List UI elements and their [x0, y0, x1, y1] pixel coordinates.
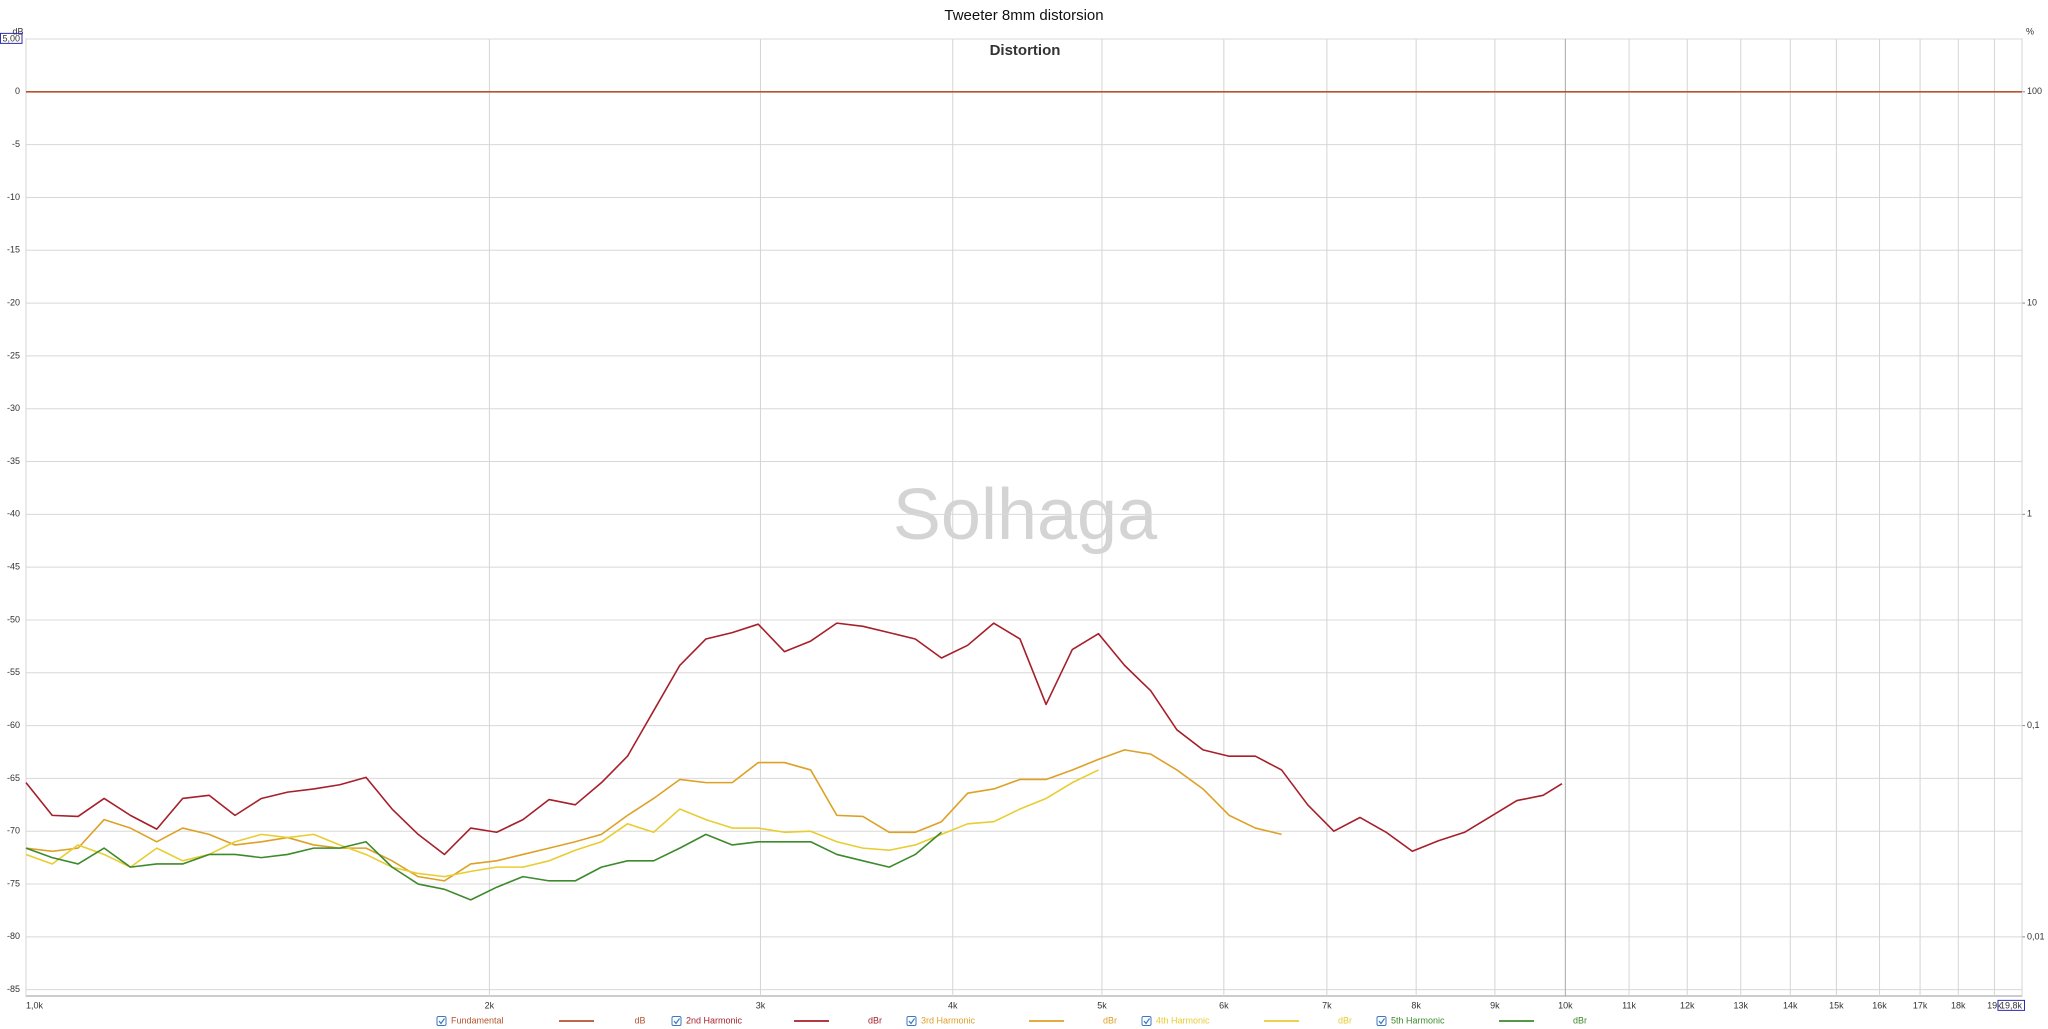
x-tick-label: 8k: [1411, 1000, 1421, 1010]
legend-unit: dBr: [1573, 1015, 1587, 1025]
y-axis-unit: dB: [12, 26, 23, 36]
legend-check: [673, 1018, 680, 1025]
y-tick-label: 5,00: [2, 33, 20, 43]
legend-checkbox[interactable]: [1141, 1016, 1152, 1026]
y-tick-label: -30: [7, 403, 20, 413]
y-tick-label: 0: [15, 86, 20, 96]
series-line: [25, 749, 1282, 882]
x-tick-label: 10k: [1558, 1000, 1573, 1010]
y-tick-label: -75: [7, 878, 20, 888]
y2-tick-label: 0,01: [2027, 931, 2045, 941]
x-tick-label: 16k: [1872, 1000, 1887, 1010]
x-tick-label: 18k: [1951, 1000, 1966, 1010]
x-limit-box: [1997, 999, 2025, 1011]
y-tick-label: -65: [7, 773, 20, 783]
x-tick-label: 5k: [1097, 1000, 1107, 1010]
legend-unit: dBr: [1338, 1015, 1352, 1025]
legend-check: [1378, 1018, 1385, 1025]
legend-item[interactable]: Fundamental dB: [436, 1015, 646, 1026]
y2-tick-label: 10: [2027, 297, 2037, 307]
x-tick-label: 3k: [756, 1000, 766, 1010]
series-line: [25, 831, 942, 901]
x-tick-label: 11k: [1622, 1000, 1636, 1010]
legend-label: 4th Harmonic: [1156, 1015, 1210, 1025]
y-tick-label: -20: [7, 297, 20, 307]
y-tick-label: -55: [7, 667, 20, 677]
x-tick-label: 9k: [1490, 1000, 1500, 1010]
x-tick-label: 14k: [1783, 1000, 1798, 1010]
legend-label: 2nd Harmonic: [686, 1015, 743, 1025]
legend-item[interactable]: 4th Harmonic dBr: [1141, 1015, 1352, 1026]
x-tick-label: 6k: [1219, 1000, 1229, 1010]
x-tick-label: 2k: [485, 1000, 495, 1010]
y-tick-label: -70: [7, 826, 20, 836]
legend-label: 3rd Harmonic: [921, 1015, 976, 1025]
legend-checkbox[interactable]: [906, 1016, 917, 1026]
legend-unit: dBr: [868, 1015, 882, 1025]
legend-check: [908, 1018, 915, 1025]
y-tick-label: -85: [7, 984, 20, 994]
legend-item[interactable]: 2nd Harmonic dBr: [671, 1015, 882, 1026]
y-tick-label: -60: [7, 720, 20, 730]
x-tick-label: 19,8k: [2000, 1000, 2023, 1010]
y2-axis-unit: %: [2026, 26, 2034, 36]
legend-item[interactable]: 5th Harmonic dBr: [1376, 1015, 1587, 1026]
legend-checkbox[interactable]: [1376, 1016, 1387, 1026]
legend: Fundamental dB 2nd Harmonic dBr 3rd Harmonic…: [436, 1015, 1587, 1026]
chart-subtitle: Distortion: [990, 42, 1061, 59]
watermark: Solhaga: [893, 475, 1158, 555]
y2-tick-label: 1: [2027, 509, 2032, 519]
legend-unit: dB: [634, 1015, 645, 1025]
y-tick-label: -10: [7, 192, 20, 202]
series-line: [25, 622, 1563, 856]
x-tick-label: 13k: [1733, 1000, 1748, 1010]
legend-item[interactable]: 3rd Harmonic dBr: [906, 1015, 1117, 1026]
y-limit-box: [0, 32, 23, 44]
y2-tick-label: 100: [2027, 86, 2042, 96]
y-tick-label: -40: [7, 509, 20, 519]
legend-checkbox[interactable]: [671, 1016, 682, 1026]
y-tick-label: -50: [7, 614, 20, 624]
legend-checkbox[interactable]: [436, 1016, 447, 1026]
y-tick-label: -80: [7, 931, 20, 941]
legend-unit: dBr: [1103, 1015, 1117, 1025]
legend-check: [1143, 1018, 1150, 1025]
chart-title: Tweeter 8mm distorsion: [944, 7, 1103, 24]
x-tick-label: 1,0k: [26, 1000, 44, 1010]
legend-label: 5th Harmonic: [1391, 1015, 1445, 1025]
x-tick-label: 19k: [1987, 1000, 2002, 1010]
x-tick-label: 15k: [1829, 1000, 1844, 1010]
legend-check: [438, 1018, 445, 1025]
x-tick-label: 17k: [1913, 1000, 1928, 1010]
y-tick-label: -25: [7, 350, 20, 360]
plot: [25, 91, 2022, 901]
y-tick-label: -45: [7, 562, 20, 572]
y-tick-label: -35: [7, 456, 20, 466]
x-tick-label: 7k: [1322, 1000, 1332, 1010]
y-tick-label: -15: [7, 245, 20, 255]
x-tick-label: 12k: [1680, 1000, 1695, 1010]
x-tick-label: 4k: [948, 1000, 958, 1010]
y-tick-label: -5: [12, 139, 20, 149]
grid: 5,00 0 -5 -10 -15 -20 -25 -30 -35 -40 -45 -50 -55 -60…: [0, 32, 2045, 1011]
legend-label: Fundamental: [451, 1015, 504, 1025]
y2-tick-label: 0,1: [2027, 720, 2040, 730]
